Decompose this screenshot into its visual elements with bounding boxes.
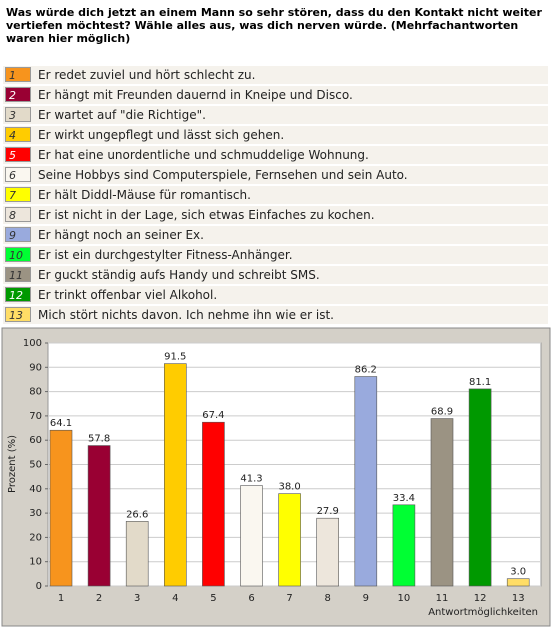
bar (240, 485, 263, 587)
value-label: 57.8 (88, 434, 110, 445)
bar (202, 421, 225, 587)
option-row: 1 Er redet zuviel und hört schlecht zu. (3, 66, 548, 84)
option-text: Er hält Diddl-Mäuse für romantisch. (38, 188, 251, 202)
option-number: 10 (5, 247, 31, 262)
bar (316, 517, 340, 587)
option-row: 3 Er wartet auf "die Richtige". (3, 106, 548, 124)
bar (125, 521, 149, 587)
x-tick-label: 12 (474, 593, 487, 604)
option-text: Er hängt mit Freunden dauernd in Kneipe … (38, 88, 353, 102)
option-text: Er redet zuviel und hört schlecht zu. (38, 68, 256, 82)
value-label: 27.9 (317, 506, 339, 517)
bar (278, 493, 301, 587)
y-tick-label: 30 (29, 508, 42, 519)
option-number: 11 (5, 267, 31, 282)
option-number: 13 (5, 307, 31, 322)
bar (164, 363, 187, 587)
x-tick-label: 4 (172, 593, 178, 604)
option-row: 7 Er hält Diddl-Mäuse für romantisch. (3, 186, 548, 204)
bar (49, 429, 73, 587)
y-tick-label: 0 (36, 581, 42, 592)
x-tick-label: 5 (210, 593, 216, 604)
y-tick-label: 80 (29, 387, 42, 398)
option-text: Mich stört nichts davon. Ich nehme ihn w… (38, 308, 334, 322)
option-number: 2 (5, 87, 31, 102)
option-number: 3 (5, 107, 31, 122)
y-tick-label: 40 (29, 484, 42, 495)
value-label: 86.2 (355, 365, 377, 376)
bar (392, 504, 416, 587)
value-label: 3.0 (510, 567, 526, 578)
value-label: 41.3 (240, 474, 262, 485)
y-tick-label: 50 (29, 460, 42, 471)
option-number: 7 (5, 187, 31, 202)
option-number: 4 (5, 127, 31, 142)
bar (354, 376, 378, 587)
y-axis-label: Prozent (%) (7, 435, 18, 493)
value-label: 91.5 (164, 352, 186, 363)
y-tick-label: 100 (23, 338, 42, 349)
option-number: 9 (5, 227, 31, 242)
option-text: Er hat eine unordentliche und schmuddeli… (38, 148, 369, 162)
value-label: 64.1 (50, 418, 72, 429)
option-row: 12 Er trinkt offenbar viel Alkohol. (3, 286, 548, 304)
option-text: Er wirkt ungepflegt und lässt sich gehen… (38, 128, 285, 142)
bar (468, 388, 492, 587)
option-text: Er ist ein durchgestylter Fitness-Anhäng… (38, 248, 293, 262)
option-text: Er guckt ständig aufs Handy und schreibt… (38, 268, 320, 282)
option-row: 4 Er wirkt ungepflegt und lässt sich gehe… (3, 126, 548, 144)
y-tick-label: 10 (29, 557, 42, 568)
x-tick-label: 11 (436, 593, 449, 604)
x-tick-label: 9 (363, 593, 369, 604)
option-text: Er wartet auf "die Richtige". (38, 108, 206, 122)
y-tick-label: 60 (29, 435, 42, 446)
x-axis-label: Antwortmöglichkeiten (428, 607, 538, 618)
option-number: 8 (5, 207, 31, 222)
option-row: 6 Seine Hobbys sind Computerspiele, Ferns… (3, 166, 548, 184)
option-row: 2 Er hängt mit Freunden dauernd in Kneipe… (3, 86, 548, 104)
value-label: 26.6 (126, 509, 148, 520)
x-tick-label: 13 (512, 593, 525, 604)
value-label: 33.4 (393, 493, 415, 504)
option-text: Er ist nicht in der Lage, sich etwas Ein… (38, 208, 375, 222)
x-tick-label: 3 (134, 593, 140, 604)
x-tick-label: 6 (248, 593, 254, 604)
option-row: 9 Er hängt noch an seiner Ex. (3, 226, 548, 244)
y-tick-label: 70 (29, 411, 42, 422)
option-text: Er trinkt offenbar viel Alkohol. (38, 288, 218, 302)
option-number: 5 (5, 147, 31, 162)
x-tick-label: 7 (286, 593, 292, 604)
option-row: 11 Er guckt ständig aufs Handy und schrei… (3, 266, 548, 284)
option-row: 5 Er hat eine unordentliche und schmuddel… (3, 146, 548, 164)
x-tick-label: 10 (398, 593, 411, 604)
value-label: 81.1 (469, 377, 491, 388)
value-label: 68.9 (431, 407, 453, 418)
bar (506, 578, 530, 587)
x-tick-label: 1 (58, 593, 64, 604)
y-tick-label: 20 (29, 532, 42, 543)
option-text: Er hängt noch an seiner Ex. (38, 228, 204, 242)
option-text: Seine Hobbys sind Computerspiele, Fernse… (38, 168, 408, 182)
option-number: 12 (5, 287, 31, 302)
bar (87, 445, 111, 587)
y-tick-label: 90 (29, 362, 42, 373)
value-label: 38.0 (278, 482, 300, 493)
option-number: 6 (5, 167, 31, 182)
x-tick-label: 2 (96, 593, 102, 604)
bar (430, 418, 454, 587)
question: Was würde dich jetzt an einem Mann so se… (6, 6, 542, 45)
option-row: 13 Mich stört nichts davon. Ich nehme ihn… (3, 306, 548, 324)
x-tick-label: 8 (325, 593, 331, 604)
option-list: 1 Er redet zuviel und hört schlecht zu. 2 E… (3, 66, 548, 326)
option-number: 1 (5, 67, 31, 82)
option-row: 8 Er ist nicht in der Lage, sich etwas Ei… (3, 206, 548, 224)
value-label: 67.4 (202, 410, 224, 421)
option-row: 10 Er ist ein durchgestylter Fitness-Anhä… (3, 246, 548, 264)
